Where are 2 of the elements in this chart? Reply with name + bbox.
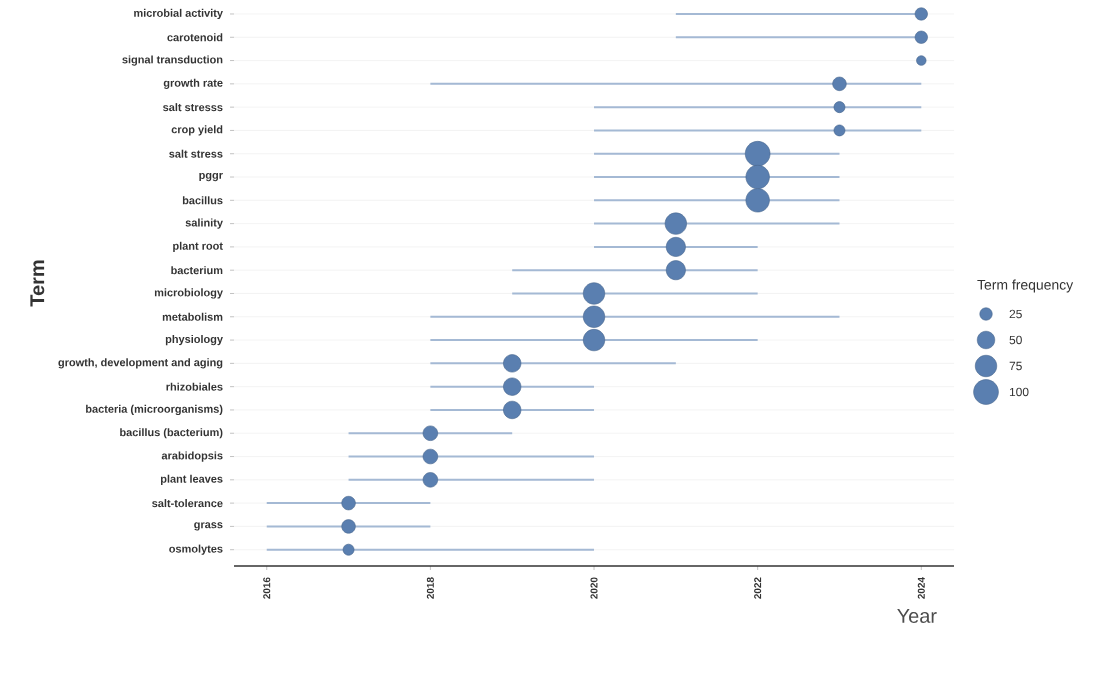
y-axis-title: Term	[30, 260, 45, 307]
x-axis-title: Year	[897, 609, 937, 623]
